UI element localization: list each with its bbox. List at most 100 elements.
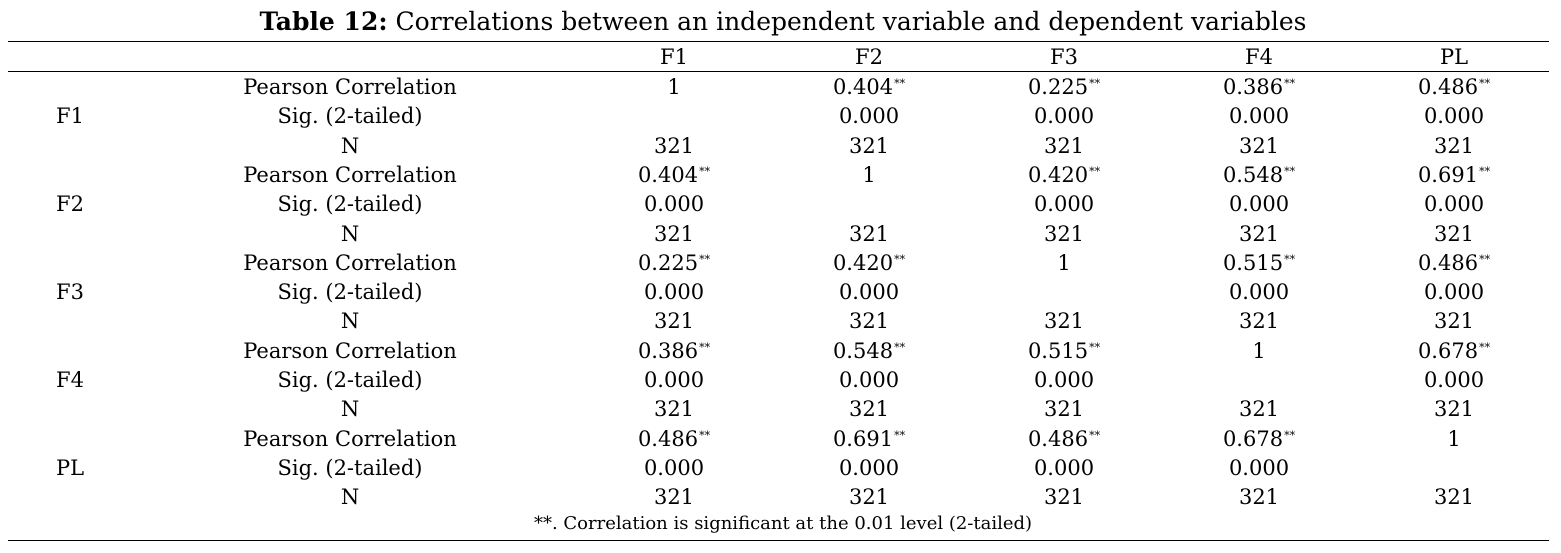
significance-marker: ** [1089,340,1101,354]
significance-marker: ** [1284,77,1296,90]
cell-value: 0.000 [838,280,900,305]
cell-f2: 0.404** [789,74,949,100]
cell-value: 321 [1238,309,1280,334]
stat-label-pearson-correlation: Pearson Correlation [243,162,457,187]
cell-pl: 0.000 [1374,279,1534,305]
cell-value: 321 [848,221,890,246]
cell-f4: 321 [1179,221,1339,247]
column-header-pl: PL [1439,45,1469,69]
cell-f2: 321 [789,308,949,334]
caption-label: Table 12: [259,7,388,36]
cell-f1: 0.386** [594,338,754,364]
cell-value: 1 [1252,338,1266,363]
cell-pl: 0.486** [1374,250,1534,276]
cell-value: 321 [653,309,695,334]
cell-value: 0.000 [838,455,900,480]
cell-f1: 0.404** [594,162,754,188]
cell-value: 0.000 [838,104,900,129]
cell-pl: 321 [1374,308,1534,334]
cell-value: 321 [653,397,695,422]
cell-value: 0.486 [1417,75,1479,99]
row-group-label: F4 [56,368,84,392]
cell-f1: 0.225** [594,250,754,276]
cell-f3: 0.515** [984,338,1144,364]
cell-value: 0.515 [1222,250,1284,275]
cell-f3: 321 [984,221,1144,247]
cell-value: 321 [1238,485,1280,510]
significance-marker: ** [1284,252,1296,266]
cell-f2: 321 [789,133,949,159]
cell-value: 0.000 [1228,192,1290,217]
cell-f4: 0.548** [1179,162,1339,188]
cell-pl: 321 [1374,396,1534,422]
bottom-rule [8,540,1549,541]
cell-f4: 0.000 [1179,279,1339,305]
cell-value: 0.486 [1027,426,1089,451]
column-header-f3: F3 [1050,45,1078,69]
cell-pl: 321 [1374,484,1534,510]
footnote: **. Correlation is significant at the 0.… [533,513,1033,534]
cell-f4: 0.000 [1179,191,1339,217]
stat-label-n: N [340,133,360,158]
significance-marker: ** [1479,252,1491,266]
cell-value: 0.000 [643,280,705,305]
row-group-label: F3 [56,280,84,305]
stat-label-pearson-correlation: Pearson Correlation [243,250,457,275]
cell-value: 0.000 [1228,455,1290,480]
cell-value: 0.486 [637,426,699,451]
cell-value: 0.691 [1417,162,1479,187]
row-group-label: PL [55,455,85,480]
cell-pl: 321 [1374,221,1534,247]
significance-marker: ** [1284,164,1296,178]
cell-value: 0.000 [1423,368,1485,392]
stat-label-sig-2-tailed: Sig. (2-tailed) [277,455,423,480]
significance-marker: ** [894,428,906,442]
caption-text: Correlations between an independent vari… [387,7,1307,36]
cell-f4: 0.000 [1179,103,1339,129]
cell-pl: 0.000 [1374,103,1534,129]
stat-label-pearson-correlation: Pearson Correlation [243,75,457,99]
significance-marker: ** [1479,340,1491,354]
cell-f2: 0.420** [789,250,949,276]
cell-value: 0.000 [1423,192,1485,217]
table-caption: Table 12: Correlations between an indepe… [0,7,1561,37]
cell-value: 321 [848,133,890,158]
cell-f3: 0.000 [984,455,1144,481]
stat-label-sig-2-tailed: Sig. (2-tailed) [277,104,423,129]
cell-f3: 321 [984,396,1144,422]
cell-value: 321 [1043,485,1085,510]
cell-f1: 321 [594,396,754,422]
cell-f3: 321 [984,308,1144,334]
stat-label-sig-2-tailed: Sig. (2-tailed) [277,192,423,217]
cell-f3: 1 [984,250,1144,276]
significance-marker: ** [699,340,711,354]
cell-f2: 0.691** [789,426,949,452]
row-group-label: F1 [56,104,84,129]
cell-value: 321 [1238,133,1280,158]
cell-f3: 321 [984,133,1144,159]
cell-pl: 1 [1374,426,1534,452]
cell-value: 321 [848,397,890,422]
cell-f2: 0.548** [789,338,949,364]
cell-value: 0.000 [1228,104,1290,129]
cell-value: 321 [848,309,890,334]
cell-f1: 321 [594,484,754,510]
cell-value: 321 [653,221,695,246]
cell-pl: 321 [1374,133,1534,159]
cell-f3: 0.000 [984,191,1144,217]
significance-marker: ** [1479,164,1491,178]
significance-marker: ** [894,340,906,354]
column-header-f2: F2 [855,45,883,69]
cell-value: 321 [653,485,695,510]
stat-label-sig-2-tailed: Sig. (2-tailed) [277,280,423,305]
cell-value: 0.691 [832,426,894,451]
cell-f3: 0.420** [984,162,1144,188]
header-rule [8,71,1549,72]
cell-value: 0.000 [1033,192,1095,217]
cell-value: 0.000 [643,192,705,217]
cell-value: 1 [862,162,876,187]
cell-value: 321 [1043,221,1085,246]
cell-value: 321 [1043,133,1085,158]
cell-value: 1 [667,75,681,99]
significance-marker: ** [699,164,711,178]
